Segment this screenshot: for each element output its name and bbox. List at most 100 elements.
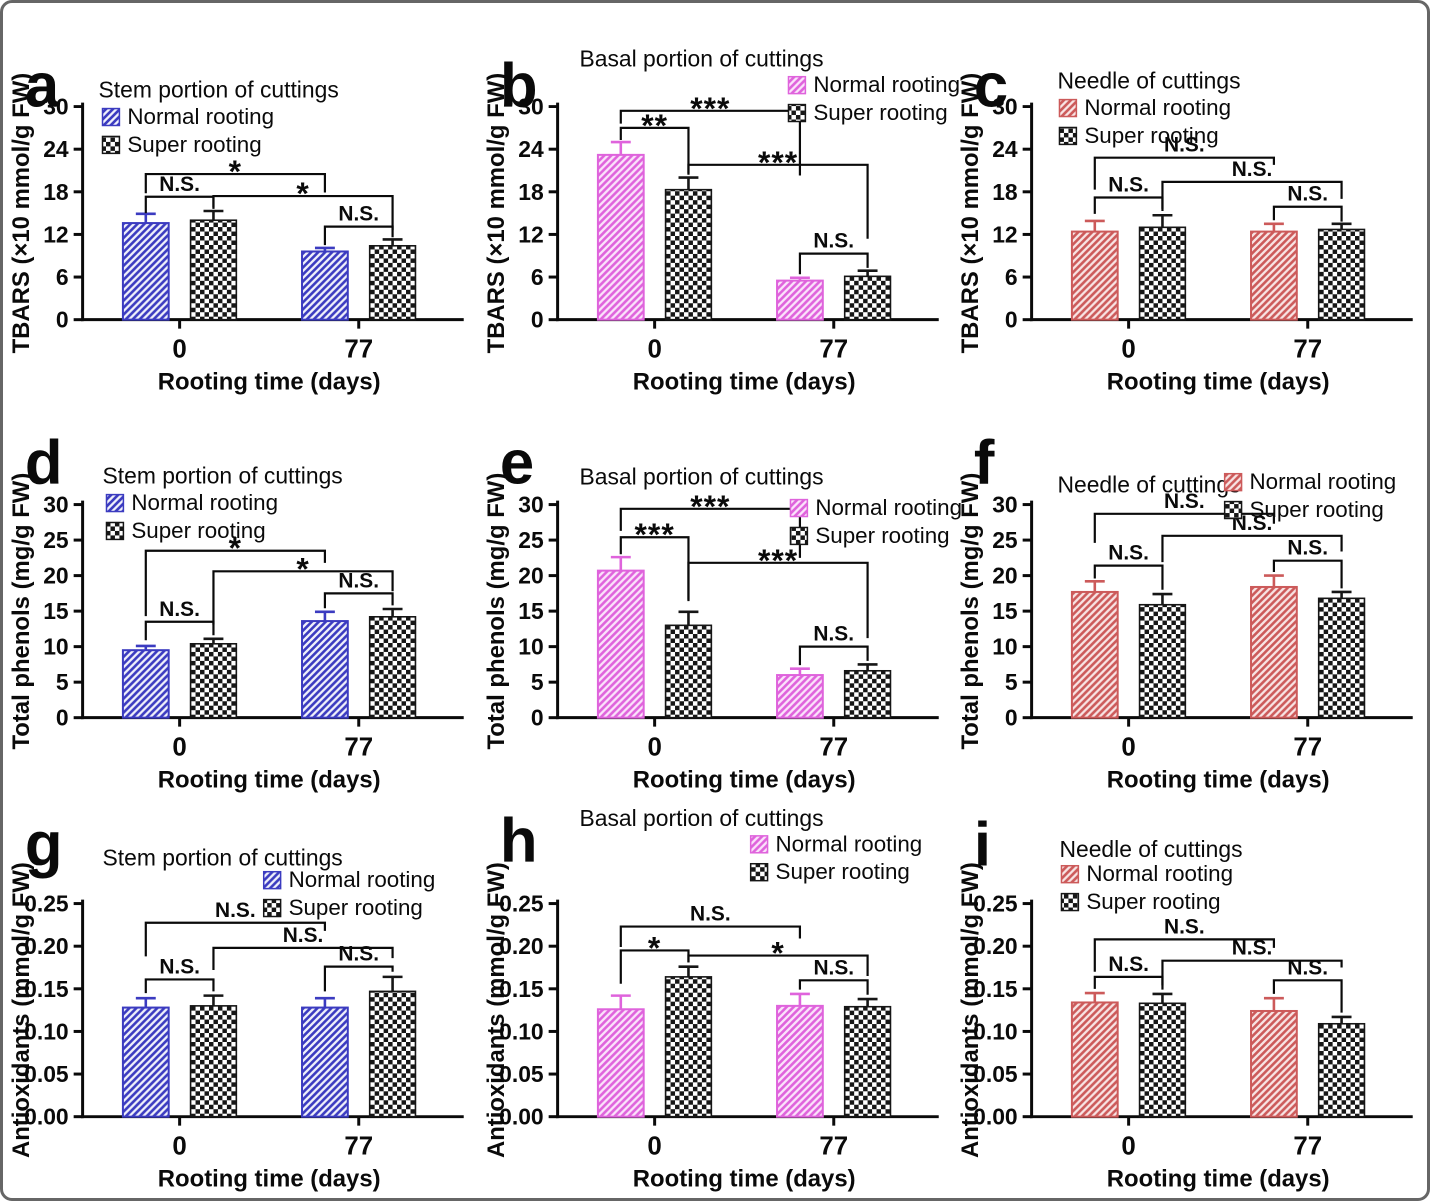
legend-label: Normal rooting [1087,861,1234,886]
bar-normal-77 [1250,230,1299,321]
x-tick-label: 77 [819,1132,848,1160]
panel-letter: f [974,429,995,498]
panel-title: Needle of cuttings [1060,835,1243,861]
y-tick-label: 24 [518,136,544,162]
bars [121,975,417,1118]
bracket [798,978,869,995]
bar-normal-0 [1071,1001,1120,1118]
legend-label: Normal rooting [815,495,962,520]
y-tick-label: 0.00 [499,1103,544,1129]
panel-letter: i [974,810,991,879]
significance-label: N.S. [813,230,854,253]
bracket [1161,180,1343,209]
x-axis-label: Rooting time (days) [1107,368,1330,395]
bar-super-77 [368,616,417,719]
bar-super-0 [1139,604,1187,719]
bracket [1094,513,1276,544]
super-rooting-swatch [1061,892,1080,911]
y-tick-label: 18 [993,179,1019,205]
legend: Normal rooting Super rooting [749,831,922,884]
legend: Normal rooting Super rooting [1059,95,1232,148]
bar-super-0 [1139,226,1187,321]
y-tick-label: 0.00 [24,1103,69,1129]
bar-super-0 [664,624,712,719]
bar-normal-0 [121,1006,170,1118]
significance-label: N.S. [1164,490,1205,513]
bar-super-0 [189,643,238,719]
x-tick-label: 77 [344,734,373,762]
bar-normal-0 [596,1007,645,1118]
panel-h: 0.00 0.05 0.10 0.15 0.20 0.25 0 77 Rooting time … [478,800,953,1198]
y-axis-label: Total phenols (mg/g FW) [8,473,35,750]
bar-super-77 [843,275,891,321]
y-tick-label: 30 [993,94,1018,120]
legend-label: Super rooting [127,132,261,157]
significance-label: N.S. [1232,936,1273,959]
y-tick-label: 0 [531,307,544,333]
bar-normal-0 [1071,230,1120,321]
legend: Normal rooting Super rooting [787,72,960,125]
x-tick-label: 0 [1122,1132,1136,1160]
significance-label: N.S. [159,955,200,978]
bars [121,608,417,719]
y-tick-label: 30 [993,492,1018,518]
bar-normal-0 [121,649,170,719]
legend: Normal rooting Super rooting [1224,469,1397,522]
bracket [323,965,394,992]
bracket [1273,205,1343,222]
significance-label: N.S. [1288,537,1329,560]
significance-label: N.S. [1109,542,1150,565]
y-tick-label: 0.25 [24,890,69,916]
legend-label: Super rooting [775,859,909,884]
bars [121,209,417,321]
bar-super-0 [664,188,712,321]
significance-label: *** [690,488,730,524]
legend-label: Normal rooting [1085,95,1232,120]
bar-super-77 [843,670,891,719]
panel-header: Basal portion of cuttings [579,46,823,72]
bar-normal-77 [775,1004,824,1118]
panel-c-chart: 0 6 12 18 24 30 0 77 Rooting time (days) TBARS (×… [957,52,1414,395]
normal-rooting-swatch [105,494,125,513]
significance-label: N.S. [813,623,854,646]
bracket [212,570,394,625]
significance-brackets: N.S. * * N.S. [144,530,394,641]
x-axis-label: Rooting time (days) [632,368,855,395]
significance-label: * [648,929,661,965]
panel-e: 0 5 10 15 20 25 30 0 77 Rooting time (days) Total … [478,401,962,799]
significance-brackets: N.S. N.S. N.S. N.S. [1094,915,1343,1013]
bracket [798,252,869,275]
y-tick-label: 25 [993,527,1019,553]
legend-label: Normal rooting [775,831,922,856]
bracket [323,225,394,246]
y-axis-label: TBARS (×10 mmol/g FW) [483,73,510,354]
x-tick-label: 0 [647,336,661,364]
y-tick-label: 0 [1005,705,1018,731]
panel-header: Stem portion of cuttings [103,463,343,489]
y-tick-label: 12 [43,221,68,247]
normal-rooting-swatch [262,870,282,890]
super-rooting-swatch [789,527,808,546]
x-axis-label: Rooting time (days) [632,1165,855,1192]
panel-g-chart: 0.00 0.05 0.10 0.15 0.20 0.25 0 77 Rooting time … [8,810,464,1192]
significance-label: * [296,175,309,211]
bracket [798,645,869,666]
bracket [144,977,215,993]
panel-header: Stem portion of cuttings [103,844,343,870]
bracket [1094,156,1276,190]
panel-title: Needle of cuttings [1058,68,1241,94]
y-tick-label: 6 [56,264,69,290]
y-tick-label: 25 [43,527,69,553]
axes: 0.00 0.05 0.10 0.15 0.20 0.25 0 77 Rooting time … [483,862,939,1192]
bar-normal-77 [301,1006,349,1118]
super-rooting-swatch [787,103,806,123]
y-axis-label: TBARS (×10 mmol/g FW) [957,73,984,354]
super-rooting-swatch [1224,501,1243,520]
bars [596,140,891,321]
bracket [144,172,327,194]
y-tick-label: 15 [43,598,69,624]
y-tick-label: 5 [56,669,69,695]
bars [596,556,891,719]
axes: 0.00 0.05 0.10 0.15 0.20 0.25 0 77 Rooting time … [8,862,464,1192]
x-axis-label: Rooting time (days) [632,767,855,794]
